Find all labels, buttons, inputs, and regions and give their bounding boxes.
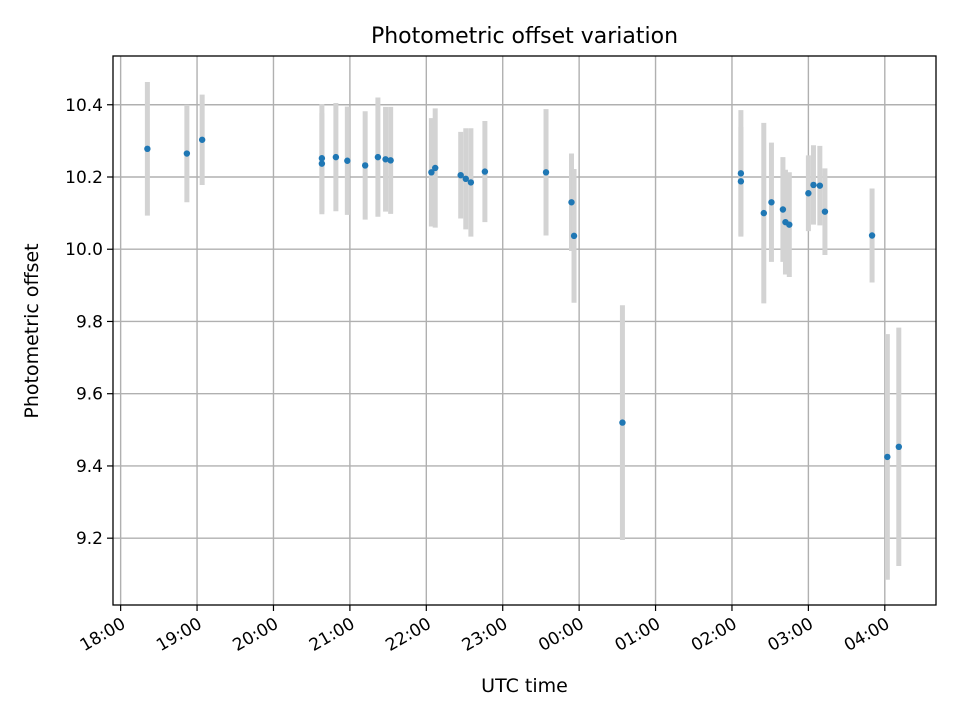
grid-layer: [113, 56, 936, 605]
data-point: [542, 169, 550, 176]
data-point: [428, 169, 435, 176]
y-tick-label: 9.4: [76, 457, 103, 477]
x-tick-label: 02:00: [688, 614, 740, 656]
data-point: [481, 168, 489, 175]
y-tick-label: 9.2: [76, 529, 103, 549]
errorbar-layer: [144, 82, 902, 580]
x-tick-label: 04:00: [841, 614, 893, 656]
data-point: [884, 453, 891, 461]
x-tick-label: 01:00: [612, 614, 664, 656]
x-tick-label: 18:00: [77, 614, 129, 656]
chart-title: Photometric offset variation: [371, 24, 678, 49]
y-tick-label: 10.4: [65, 96, 103, 116]
x-tick-label: 23:00: [459, 614, 511, 656]
y-tick-label: 9.8: [76, 312, 103, 332]
data-point: [198, 136, 206, 143]
x-axis: 18:00 19:00 20:00 21:00 22:00 23:00 00:00 01:00…: [77, 605, 893, 656]
y-axis-label: Photometric offset: [21, 243, 43, 418]
data-point: [816, 182, 824, 189]
x-tick-label: 21:00: [306, 614, 358, 656]
data-point: [332, 153, 340, 161]
data-point: [344, 157, 351, 164]
x-tick-label: 22:00: [382, 614, 434, 656]
data-point: [183, 150, 191, 157]
data-point: [318, 155, 326, 162]
data-point: [868, 232, 876, 239]
x-tick-label: 00:00: [535, 614, 587, 656]
point-layer: [144, 136, 903, 461]
plot-frame: [112, 55, 937, 606]
data-point: [619, 419, 626, 426]
y-tick-label: 10.2: [65, 168, 103, 188]
x-axis-label: UTC time: [481, 675, 568, 697]
data-point: [387, 157, 394, 164]
y-axis: 9.2 9.4 9.6 9.8 10.0 10.2 10.4: [65, 96, 113, 549]
data-point: [760, 209, 768, 217]
data-point: [144, 145, 151, 153]
data-point: [382, 156, 389, 163]
y-tick-label: 10.0: [65, 240, 103, 260]
data-point: [737, 178, 745, 185]
x-tick-label: 19:00: [153, 614, 205, 656]
data-point: [810, 181, 817, 189]
x-tick-label: 03:00: [764, 614, 816, 656]
data-point: [779, 206, 787, 213]
data-point: [568, 199, 575, 206]
y-tick-label: 9.6: [76, 385, 103, 405]
data-point: [457, 171, 464, 179]
data-point: [570, 232, 578, 240]
data-point: [361, 162, 369, 169]
data-point: [374, 153, 382, 161]
data-point: [467, 179, 475, 186]
data-point: [768, 199, 775, 206]
data-point: [462, 175, 469, 183]
data-point: [318, 160, 326, 167]
data-point: [432, 164, 439, 172]
data-point: [821, 208, 829, 215]
data-point: [786, 221, 793, 228]
data-point: [737, 170, 745, 177]
data-point: [805, 190, 812, 197]
x-tick-label: 20:00: [230, 614, 282, 656]
data-point: [895, 443, 903, 451]
